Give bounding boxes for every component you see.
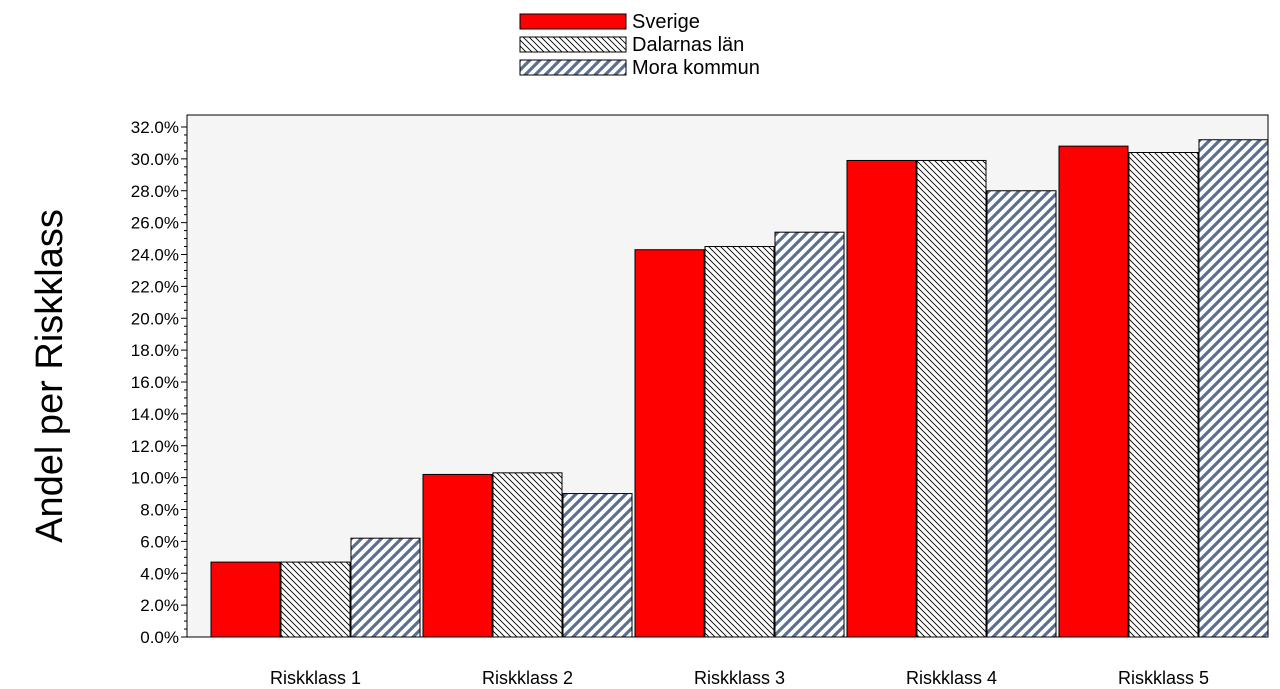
bar-4-0 <box>846 159 917 638</box>
bar-3-0 <box>634 249 705 638</box>
bar-4-1 <box>916 159 987 638</box>
y-tick-label-6: 12.0% <box>131 437 179 456</box>
y-tick-label-15: 30.0% <box>131 150 179 169</box>
y-tick-label-11: 22.0% <box>131 277 179 296</box>
bar-1-2 <box>350 537 421 638</box>
legend-label-1: Dalarnas län <box>632 34 744 56</box>
y-tick-label-12: 24.0% <box>131 246 179 265</box>
bar-2-2 <box>562 493 633 638</box>
y-tick-label-3: 6.0% <box>140 532 179 551</box>
bar-1-0 <box>210 561 281 638</box>
x-category-label-3: Riskklass 3 <box>694 668 785 688</box>
y-tick-label-14: 28.0% <box>131 182 179 201</box>
bar-4-2 <box>986 190 1057 638</box>
x-category-label-5: Riskklass 5 <box>1118 668 1209 688</box>
y-tick-label-2: 4.0% <box>140 564 179 583</box>
bar-5-0 <box>1058 145 1129 638</box>
bar-5-2 <box>1198 139 1269 638</box>
y-tick-label-4: 8.0% <box>140 501 179 520</box>
y-axis: 0.0% 2.0% 4.0% 6.0% 8.0% 10.0% 12.0% 14.0% 16.0%… <box>131 118 187 647</box>
bar-2-1 <box>492 472 563 638</box>
y-tick-label-8: 16.0% <box>131 373 179 392</box>
x-category-label-1: Riskklass 1 <box>270 668 361 688</box>
y-axis-label: Andel per Riskklass <box>29 209 71 543</box>
y-tick-label-0: 0.0% <box>140 628 179 647</box>
legend-label-2: Mora kommun <box>632 57 760 79</box>
y-tick-label-13: 26.0% <box>131 214 179 233</box>
bar-2-0 <box>422 473 493 638</box>
bar-3-2 <box>774 231 845 638</box>
x-category-label-4: Riskklass 4 <box>906 668 997 688</box>
x-category-label-2: Riskklass 2 <box>482 668 573 688</box>
legend-swatch-0 <box>519 13 627 30</box>
legend-label-0: Sverige <box>632 11 700 33</box>
bar-1-1 <box>280 561 351 638</box>
y-tick-label-5: 10.0% <box>131 469 179 488</box>
y-tick-label-16: 32.0% <box>131 118 179 137</box>
x-axis: Riskklass 1 Riskklass 2 Riskklass 3 Riskkla… <box>270 668 1209 688</box>
y-tick-label-1: 2.0% <box>140 596 179 615</box>
y-tick-label-7: 14.0% <box>131 405 179 424</box>
y-tick-label-10: 20.0% <box>131 309 179 328</box>
y-tick-label-9: 18.0% <box>131 341 179 360</box>
legend-swatch-2 <box>519 59 627 76</box>
bar-3-1 <box>704 246 775 638</box>
bar-5-1 <box>1128 152 1199 638</box>
bars <box>210 139 1269 638</box>
legend-swatch-1 <box>519 36 627 53</box>
